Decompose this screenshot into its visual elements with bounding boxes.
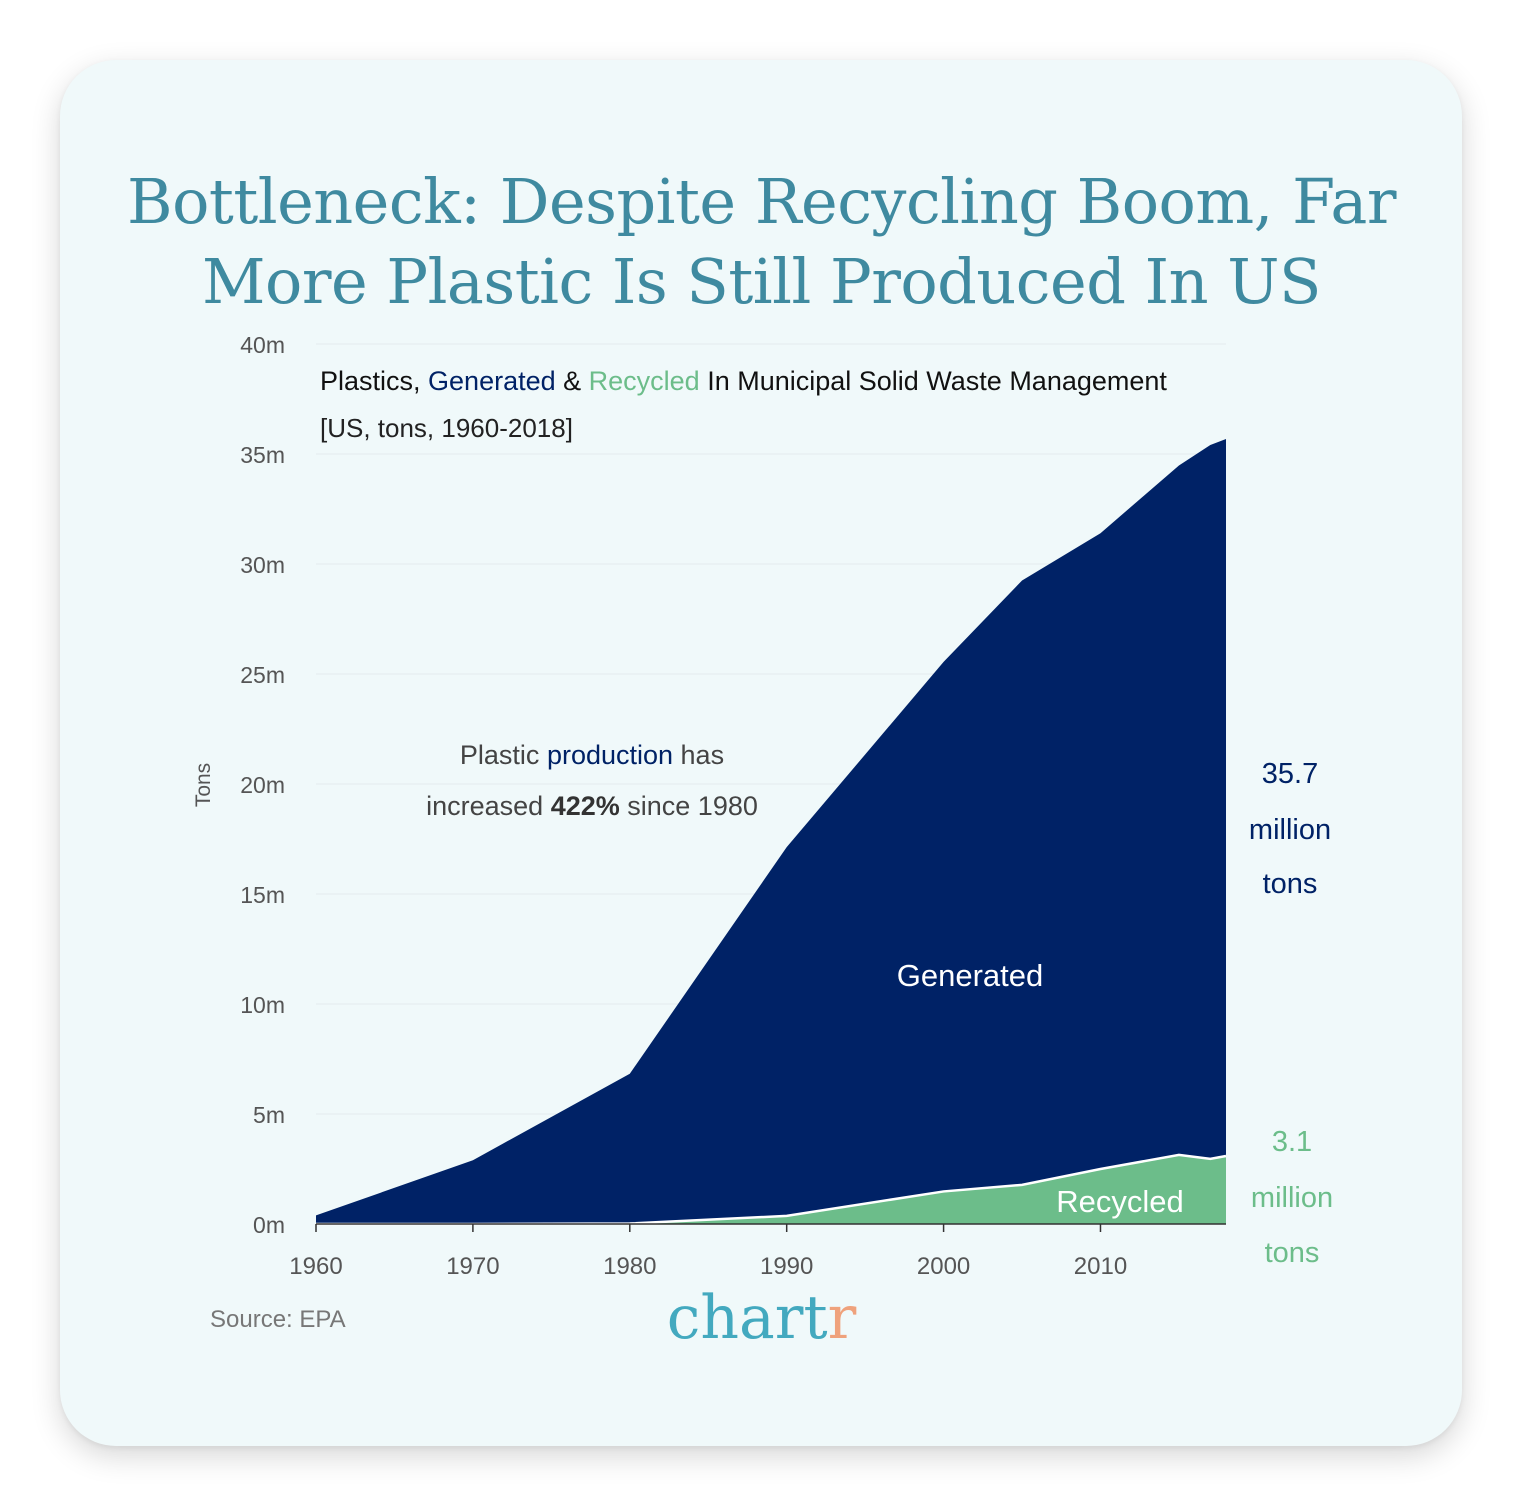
end-unit2-generated: tons	[1263, 868, 1318, 900]
chart-subtitle-units: [US, tons, 1960-2018]	[320, 413, 573, 443]
annotation-line2-a: increased	[426, 791, 551, 821]
chart-title: Bottleneck: Despite Recycling Boom, Far …	[0, 162, 1523, 322]
x-tick-label: 2010	[1074, 1253, 1127, 1280]
subtitle-part-2: &	[556, 366, 589, 396]
brand-logo-accent: r	[827, 1283, 857, 1353]
y-tick-label: 25m	[240, 662, 285, 688]
y-tick-label: 15m	[240, 882, 285, 908]
axes: 0m 5m 10m 15m 20m 25m 30m 35m 40m 1960 1970 1980 199…	[240, 332, 1226, 1280]
x-tick-label: 1980	[603, 1253, 656, 1280]
y-tick-label: 30m	[240, 552, 285, 578]
y-tick-label: 40m	[240, 332, 285, 358]
end-unit-generated: million	[1249, 814, 1331, 846]
end-unit2-recycled: tons	[1265, 1237, 1320, 1269]
annotation-production: production	[547, 740, 673, 770]
x-tick-label: 1970	[446, 1253, 499, 1280]
y-tick-label: 10m	[240, 992, 285, 1018]
brand-logo-main: chart	[666, 1283, 828, 1353]
y-tick-label: 5m	[253, 1102, 285, 1128]
y-tick-label: 35m	[240, 442, 285, 468]
series-label-generated: Generated	[897, 958, 1044, 993]
annotation-line-2: increased 422% since 1980	[426, 791, 758, 821]
chart-title-line-1: Bottleneck: Despite Recycling Boom, Far	[127, 165, 1396, 238]
subtitle-generated: Generated	[428, 366, 556, 396]
end-value-generated: 35.7	[1262, 758, 1318, 790]
y-tick-label: 0m	[253, 1212, 285, 1238]
area-recycled	[316, 1154, 1226, 1224]
x-tick-label: 2000	[917, 1253, 970, 1280]
y-axis-label: Tons	[192, 763, 215, 807]
area-series	[316, 439, 1227, 1226]
annotation: Plastic production has	[460, 740, 724, 770]
annotation-line2-c: since 1980	[620, 791, 758, 821]
subtitle-part-1: Plastics,	[320, 366, 428, 396]
subtitle-recycled: Recycled	[589, 366, 700, 396]
annotation-percent: 422%	[551, 791, 620, 821]
x-tick-label: 1960	[289, 1253, 342, 1280]
annotation-line1-c: has	[673, 740, 724, 770]
brand-logo: chartr	[0, 1278, 1523, 1358]
end-value-recycled: 3.1	[1272, 1126, 1312, 1158]
series-label-recycled: Recycled	[1056, 1184, 1184, 1219]
end-unit-recycled: million	[1251, 1182, 1333, 1214]
subtitle-part-3: In Municipal Solid Waste Management	[700, 366, 1168, 396]
y-tick-label: 20m	[240, 772, 285, 798]
x-tick-label: 1990	[760, 1253, 813, 1280]
chart-subtitle: Plastics, Generated & Recycled In Munici…	[320, 366, 1167, 396]
area-generated	[316, 439, 1226, 1224]
chart-title-line-2: More Plastic Is Still Produced In US	[202, 245, 1321, 318]
annotation-line1-a: Plastic	[460, 740, 547, 770]
source-note: Source: EPA	[210, 1306, 346, 1333]
